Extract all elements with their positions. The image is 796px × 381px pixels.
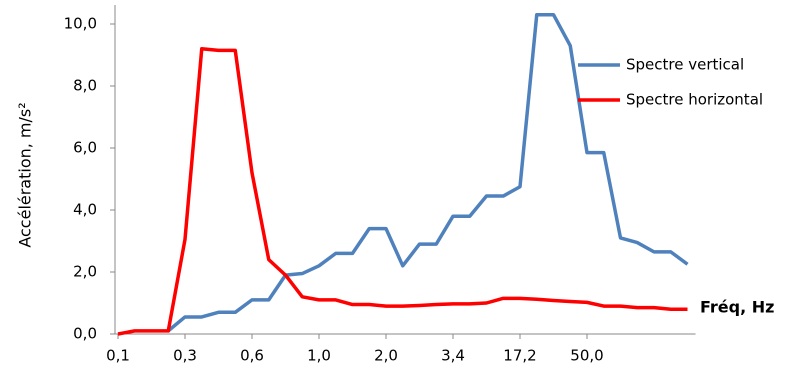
y-axis-title: Accélération, m/s² xyxy=(16,102,35,247)
x-tick-label: 50,0 xyxy=(570,347,603,365)
x-axis-annotation: Fréq, Hz xyxy=(700,298,774,317)
y-tick-label: 4,0 xyxy=(73,201,97,219)
legend-label: Spectre vertical xyxy=(626,56,744,74)
x-tick-label: 0,3 xyxy=(173,347,197,365)
x-tick-label: 1,0 xyxy=(307,347,331,365)
y-tick-label: 2,0 xyxy=(73,263,97,281)
legend-label: Spectre horizontal xyxy=(626,91,763,109)
series-line xyxy=(167,12,689,333)
y-tick-label: 10,0 xyxy=(64,15,97,33)
y-tick-label: 0,0 xyxy=(73,325,97,343)
x-tick-label: 3,4 xyxy=(441,347,465,365)
series-line xyxy=(117,47,688,336)
y-tick-label: 6,0 xyxy=(73,139,97,157)
x-tick-label: 17,2 xyxy=(503,347,536,365)
x-tick-label: 0,1 xyxy=(106,347,130,365)
x-tick-label: 2,0 xyxy=(374,347,398,365)
x-tick-label: 0,6 xyxy=(240,347,264,365)
y-tick-label: 8,0 xyxy=(73,77,97,95)
